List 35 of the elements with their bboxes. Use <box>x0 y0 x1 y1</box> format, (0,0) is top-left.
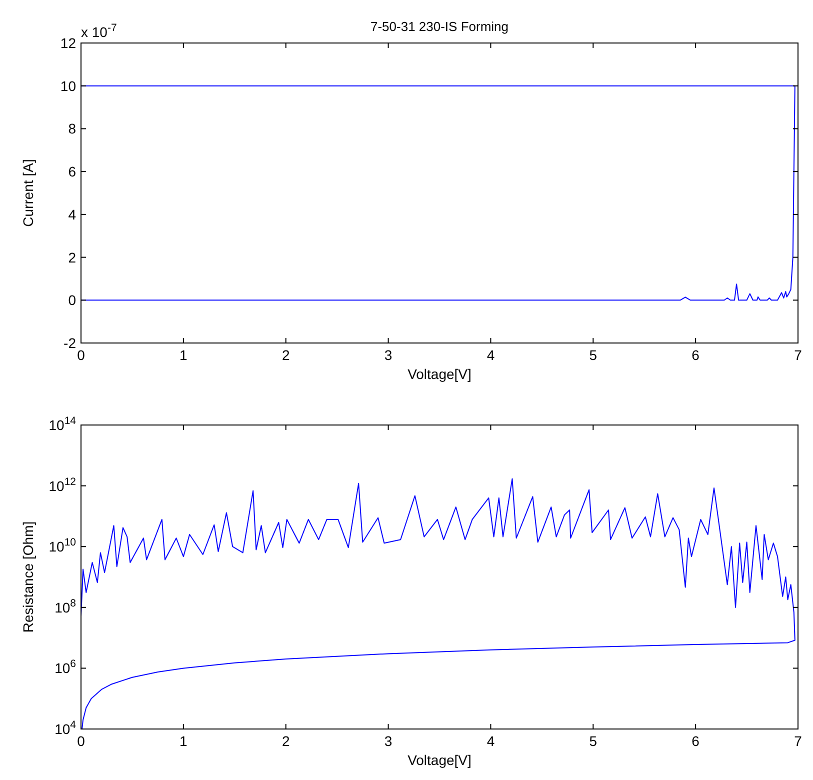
x-tick-label: 2 <box>282 733 290 749</box>
chart-title: 7-50-31 230-IS Forming <box>370 19 509 34</box>
x-tick-label: 6 <box>692 733 700 749</box>
line-series <box>81 478 796 730</box>
x-tick-label: 7 <box>794 733 802 749</box>
x-tick-label: 2 <box>282 347 290 363</box>
y-tick-label: 10$^{12}$ <box>48 476 76 494</box>
y-tick-label: 4 <box>68 206 76 222</box>
y-tick-label: 10$^{6}$ <box>54 658 76 676</box>
y-tick-label: 2 <box>68 249 76 266</box>
x-tick-label: 4 <box>486 347 495 363</box>
x-tick-label: 7 <box>794 347 802 363</box>
y-tick-label: 10$^{14}$ <box>48 415 76 433</box>
x-tick-label: 1 <box>180 733 188 749</box>
y-tick-label: 10 <box>60 78 76 94</box>
x-tick-label: 3 <box>384 347 392 363</box>
x-tick-label: 4 <box>486 733 495 749</box>
y-tick-label: 10$^{4}$ <box>54 719 76 737</box>
y-tick-label: 0 <box>68 292 76 308</box>
y-axis-title: Resistance [Ohm] <box>20 521 36 633</box>
y-tick-label: 10$^{10}$ <box>48 536 76 555</box>
x-tick-label: 5 <box>589 733 598 749</box>
y-tick-label: 6 <box>68 164 76 180</box>
x-tick-label: 6 <box>692 347 700 363</box>
text: x 10$^{-7}$ <box>81 22 117 40</box>
y-tick-label: 12 <box>60 35 76 51</box>
x-axis-title: Voltage[V] <box>408 366 472 382</box>
y-tick-label: 8 <box>68 120 76 137</box>
x-axis-title: Voltage[V] <box>408 752 472 768</box>
x-tick-label: 3 <box>384 733 392 749</box>
x-tick-label: 1 <box>180 347 188 363</box>
y-tick-label: 10$^{8}$ <box>54 597 76 616</box>
y-axis-title: Current [A] <box>20 159 36 227</box>
x-tick-label: 5 <box>589 347 598 363</box>
y-tick-label: -2 <box>64 335 76 351</box>
